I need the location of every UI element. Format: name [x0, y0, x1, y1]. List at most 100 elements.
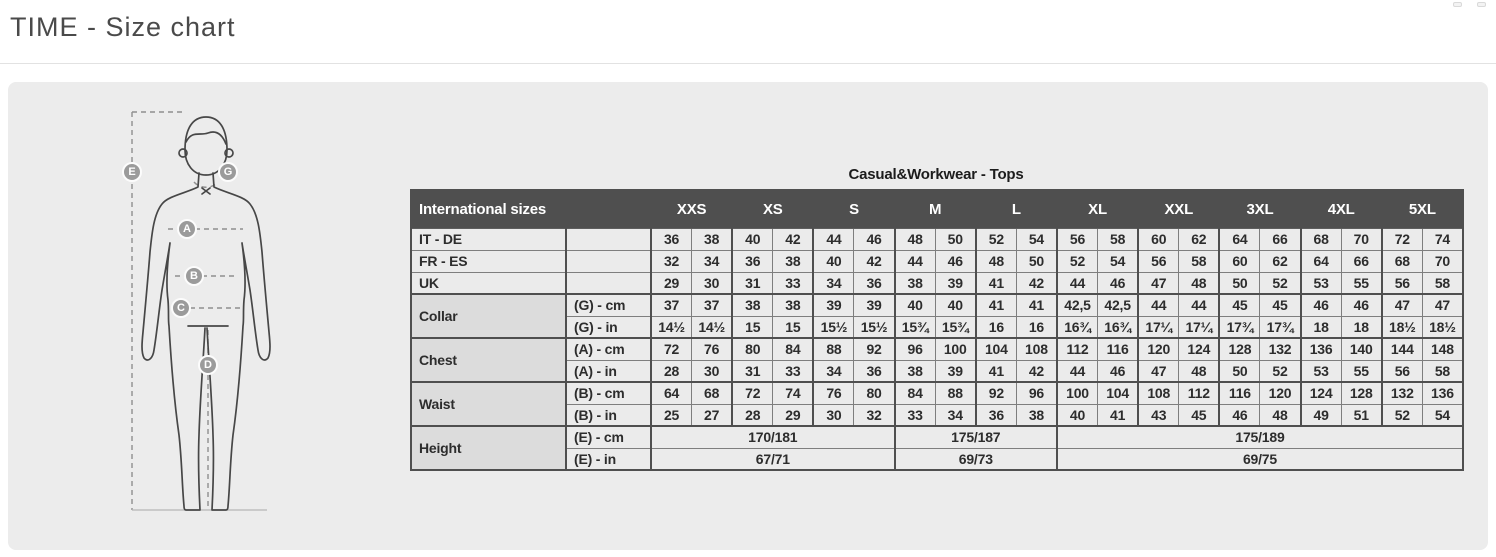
table-row: UK 29 30 31 33 34 36 38 39 41 42 44 46 47 48 50 52 53 55 56… — [410, 271, 1464, 295]
merged-value-cell: 175/187 — [893, 425, 1058, 449]
value-cell: 46 — [1218, 403, 1261, 427]
value-cell: 48 — [974, 249, 1017, 273]
value-cell: 128 — [1218, 337, 1261, 361]
marker-collar-G: G — [218, 162, 238, 182]
row-label: IT - DE — [410, 227, 567, 251]
value-cell: 74 — [1421, 227, 1464, 251]
marker-label: G — [223, 166, 233, 178]
value-cell: 48 — [1178, 359, 1220, 383]
marker-label: D — [204, 359, 212, 371]
value-cell: 112 — [1178, 381, 1220, 405]
corner-header: International sizes — [410, 189, 567, 229]
value-cell: 56 — [1380, 359, 1423, 383]
value-cell: 47 — [1137, 359, 1180, 383]
value-cell: 15 — [772, 315, 814, 339]
value-cell: 38 — [731, 293, 774, 317]
value-cell: 60 — [1137, 227, 1180, 251]
value-cell: 46 — [1097, 359, 1139, 383]
value-cell: 76 — [812, 381, 855, 405]
row-label: UK — [410, 271, 567, 295]
value-cell: 38 — [691, 227, 733, 251]
window-control-icon[interactable] — [1453, 2, 1462, 7]
value-cell: 42 — [1015, 271, 1058, 295]
merged-value-cell: 69/75 — [1055, 447, 1464, 471]
value-cell: 36 — [853, 359, 896, 383]
table-row: Chest (A) - cm 72 76 80 84 88 92 96 100 104 108 112 1… — [410, 337, 1464, 383]
value-cell: 38 — [893, 359, 936, 383]
unit-label: (A) - in — [565, 359, 652, 383]
empty-unit-cell — [565, 249, 652, 273]
value-cell: 36 — [974, 403, 1017, 427]
empty-header — [565, 189, 652, 229]
value-cell: 96 — [1015, 381, 1058, 405]
unit-label: (B) - in — [565, 403, 652, 427]
value-cell: 40 — [731, 227, 774, 251]
value-cell: 84 — [772, 337, 814, 361]
value-cell: 52 — [1055, 249, 1099, 273]
value-cell: 52 — [974, 227, 1017, 251]
size-header-m: M — [893, 189, 977, 229]
value-cell: 46 — [853, 227, 896, 251]
value-cell: 27 — [691, 403, 733, 427]
value-cell: 15¾ — [934, 315, 977, 339]
value-cell: 28 — [731, 403, 774, 427]
value-cell: 45 — [1178, 403, 1220, 427]
unit-label: (G) - cm — [565, 293, 652, 317]
page-title: TIME - Size chart — [10, 12, 236, 42]
window-control-icon[interactable] — [1477, 2, 1486, 7]
body-measurement-figure: E G A B C D — [122, 100, 302, 520]
value-cell: 53 — [1299, 271, 1342, 295]
value-cell: 48 — [893, 227, 936, 251]
value-cell: 36 — [650, 227, 693, 251]
merged-value-cell: 175/189 — [1055, 425, 1464, 449]
value-cell: 136 — [1421, 381, 1464, 405]
value-cell: 72 — [1380, 227, 1423, 251]
value-cell: 41 — [974, 293, 1017, 317]
marker-label: B — [190, 270, 198, 282]
value-cell: 72 — [650, 337, 693, 361]
value-cell: 40 — [934, 293, 977, 317]
value-cell: 14½ — [691, 315, 733, 339]
value-cell: 50 — [1218, 359, 1261, 383]
value-cell: 136 — [1299, 337, 1342, 361]
group-label-collar: Collar — [410, 293, 567, 339]
value-cell: 42 — [853, 249, 896, 273]
size-header-xl: XL — [1055, 189, 1139, 229]
unit-label: (G) - in — [565, 315, 652, 339]
value-cell: 116 — [1097, 337, 1139, 361]
value-cell: 120 — [1259, 381, 1302, 405]
value-cell: 15 — [731, 315, 774, 339]
table-row: Height (E) - cm 170/181 175/187 175/189 — [410, 425, 1464, 471]
value-cell: 42,5 — [1055, 293, 1099, 317]
value-cell: 52 — [1259, 359, 1302, 383]
value-cell: 36 — [731, 249, 774, 273]
table-row: (A) - in 28 30 31 33 34 36 38 39 41 42 44 46 47 48 50 52… — [411, 359, 1464, 383]
value-cell: 18 — [1340, 315, 1383, 339]
value-cell: 29 — [772, 403, 814, 427]
value-cell: 84 — [893, 381, 936, 405]
value-cell: 54 — [1097, 249, 1139, 273]
value-cell: 54 — [1421, 403, 1464, 427]
value-cell: 100 — [934, 337, 977, 361]
value-cell: 70 — [1340, 227, 1383, 251]
value-cell: 38 — [893, 271, 936, 295]
value-cell: 128 — [1340, 381, 1383, 405]
value-cell: 64 — [1299, 249, 1342, 273]
value-cell: 33 — [772, 359, 814, 383]
value-cell: 32 — [853, 403, 896, 427]
value-cell: 66 — [1340, 249, 1383, 273]
value-cell: 62 — [1259, 249, 1302, 273]
unit-label: (A) - cm — [565, 337, 652, 361]
value-cell: 34 — [934, 403, 977, 427]
value-cell: 58 — [1421, 359, 1464, 383]
value-cell: 39 — [934, 359, 977, 383]
value-cell: 31 — [731, 271, 774, 295]
marker-hip-C: C — [171, 298, 191, 318]
value-cell: 37 — [691, 293, 733, 317]
marker-inseam-D: D — [198, 355, 218, 375]
value-cell: 108 — [1015, 337, 1058, 361]
marker-label: C — [177, 302, 185, 314]
value-cell: 15½ — [853, 315, 896, 339]
value-cell: 41 — [1097, 403, 1139, 427]
value-cell: 51 — [1340, 403, 1383, 427]
